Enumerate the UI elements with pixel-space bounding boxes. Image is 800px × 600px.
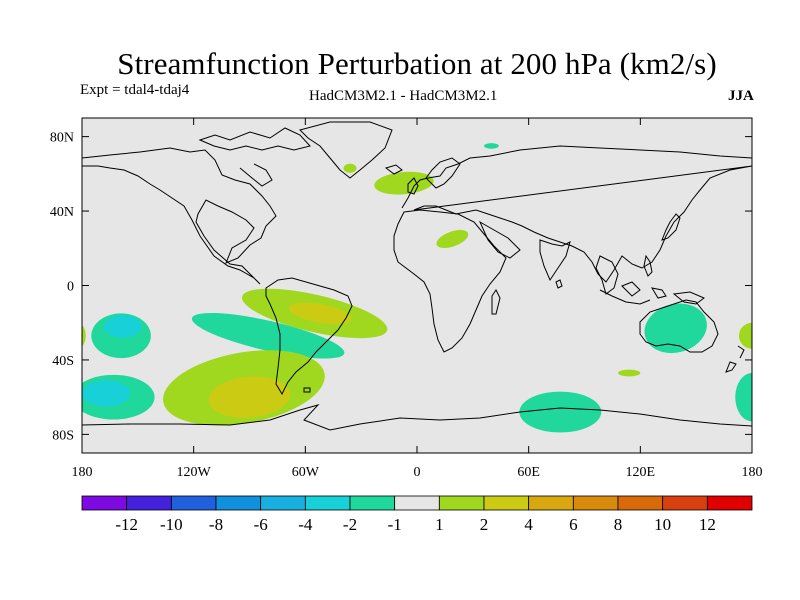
anomaly-north-atlantic (374, 171, 434, 195)
colorbar-swatch (572, 495, 619, 511)
colorbar-swatch (349, 495, 396, 511)
colorbar-label: 6 (569, 515, 578, 534)
lon-tick-label: 180 (742, 465, 763, 480)
lon-tick-label: 180 (72, 465, 93, 480)
coastline-madagascar (491, 289, 501, 315)
colorbar: -12 -10 -8 -6 -4 -2 -1 1 2 4 6 8 10 12 (81, 495, 753, 534)
coastline-india (539, 239, 571, 282)
lon-tick-label: 60E (517, 465, 540, 480)
coastline-australia (639, 299, 719, 353)
anomaly-antarctic-coast (519, 391, 602, 433)
chart-title: Streamfunction Perturbation at 200 hPa (… (117, 46, 717, 81)
anomaly-south-pacific-west-inner (82, 380, 131, 407)
lat-tick-label: 0 (67, 280, 74, 295)
anomaly-iceland-spot (343, 163, 357, 173)
coastline-iceland (384, 164, 403, 175)
anomaly-indian-ocean-south (618, 369, 641, 377)
colorbar-label: -12 (115, 515, 138, 534)
colorbar-swatch (617, 495, 664, 511)
coastline-british-isles (407, 177, 419, 195)
lon-tick-label: 120E (626, 465, 656, 480)
colorbar-label: 12 (699, 515, 716, 534)
colorbar-label: -8 (209, 515, 223, 534)
anomaly-dateline-west-edge (82, 325, 86, 347)
lon-tick-label: 0 (414, 465, 421, 480)
coastline-greenland (299, 121, 393, 179)
coastline-philippines (643, 254, 653, 277)
anomaly-dateline-east-positive (738, 322, 752, 349)
coastline-north-america (82, 147, 277, 285)
anomaly-south-atlantic-inner (289, 302, 352, 325)
colorbar-label: 1 (435, 515, 444, 534)
anomaly-arctic-spot (484, 143, 499, 149)
model-label: HadCM3M2.1 - HadCM3M2.1 (309, 88, 498, 104)
colorbar-label: 8 (614, 515, 623, 534)
season-label: JJA (728, 88, 754, 104)
anomaly-australia (644, 303, 707, 354)
colorbar-swatch (483, 495, 530, 511)
colorbar-swatch (662, 495, 708, 511)
coastline-arabia (478, 220, 521, 259)
colorbar-swatch (260, 495, 306, 511)
colorbar-swatch (126, 495, 172, 511)
colorbar-label: 4 (524, 515, 533, 534)
anomaly-southern-ocean-inner (208, 376, 291, 418)
colorbar-label: -2 (343, 515, 357, 534)
lat-tick-label: 80S (52, 428, 74, 443)
lat-tick-label: 40S (52, 354, 74, 369)
coastline-south-america (265, 277, 353, 396)
coastline-falklands (303, 387, 311, 393)
colorbar-swatch (170, 495, 217, 511)
latitude-axis: 80N 40N 0 40S 80S (50, 131, 752, 443)
coastline-africa (393, 209, 507, 353)
anomaly-dateline-east-negative (735, 372, 752, 422)
lon-tick-label: 120W (177, 465, 212, 480)
colorbar-label: -4 (298, 515, 313, 534)
coastline-southeast-asia (595, 255, 619, 295)
lat-tick-label: 40N (50, 205, 74, 220)
longitude-axis: 180 120W 60W 0 60E 120E 180 (72, 118, 763, 480)
colorbar-label: -1 (388, 515, 402, 534)
coastline-hudson-bay (239, 163, 273, 187)
coastline-new-zealand (725, 345, 745, 373)
colorbar-swatch (706, 495, 753, 511)
coastline-antarctica (82, 404, 752, 431)
anomaly-central-pacific-inner (104, 315, 142, 338)
anomaly-layer (82, 143, 752, 433)
colorbar-swatch (528, 495, 574, 511)
colorbar-swatch (394, 495, 440, 511)
anomaly-south-pacific-band (191, 312, 345, 359)
colorbar-swatch (215, 495, 262, 511)
coastline-japan (661, 213, 681, 241)
colorbar-swatch (81, 495, 128, 511)
colorbar-label: -6 (254, 515, 268, 534)
colorbar-swatch (438, 495, 485, 511)
lon-tick-label: 60W (292, 465, 320, 480)
coastline-arctic-islands (198, 127, 311, 151)
coastline-scandinavia (425, 157, 461, 189)
colorbar-label: -10 (160, 515, 183, 534)
colorbar-label: 10 (654, 515, 671, 534)
colorbar-swatch (304, 495, 351, 511)
anomaly-north-africa (436, 229, 469, 249)
lat-tick-label: 80N (50, 131, 74, 146)
coastline-sri-lanka (555, 279, 563, 289)
coastline-indonesia (599, 281, 705, 305)
coastline-layer (82, 121, 752, 431)
colorbar-label: 2 (480, 515, 489, 534)
experiment-label: Expt = tdal4-tdaj4 (80, 82, 190, 98)
